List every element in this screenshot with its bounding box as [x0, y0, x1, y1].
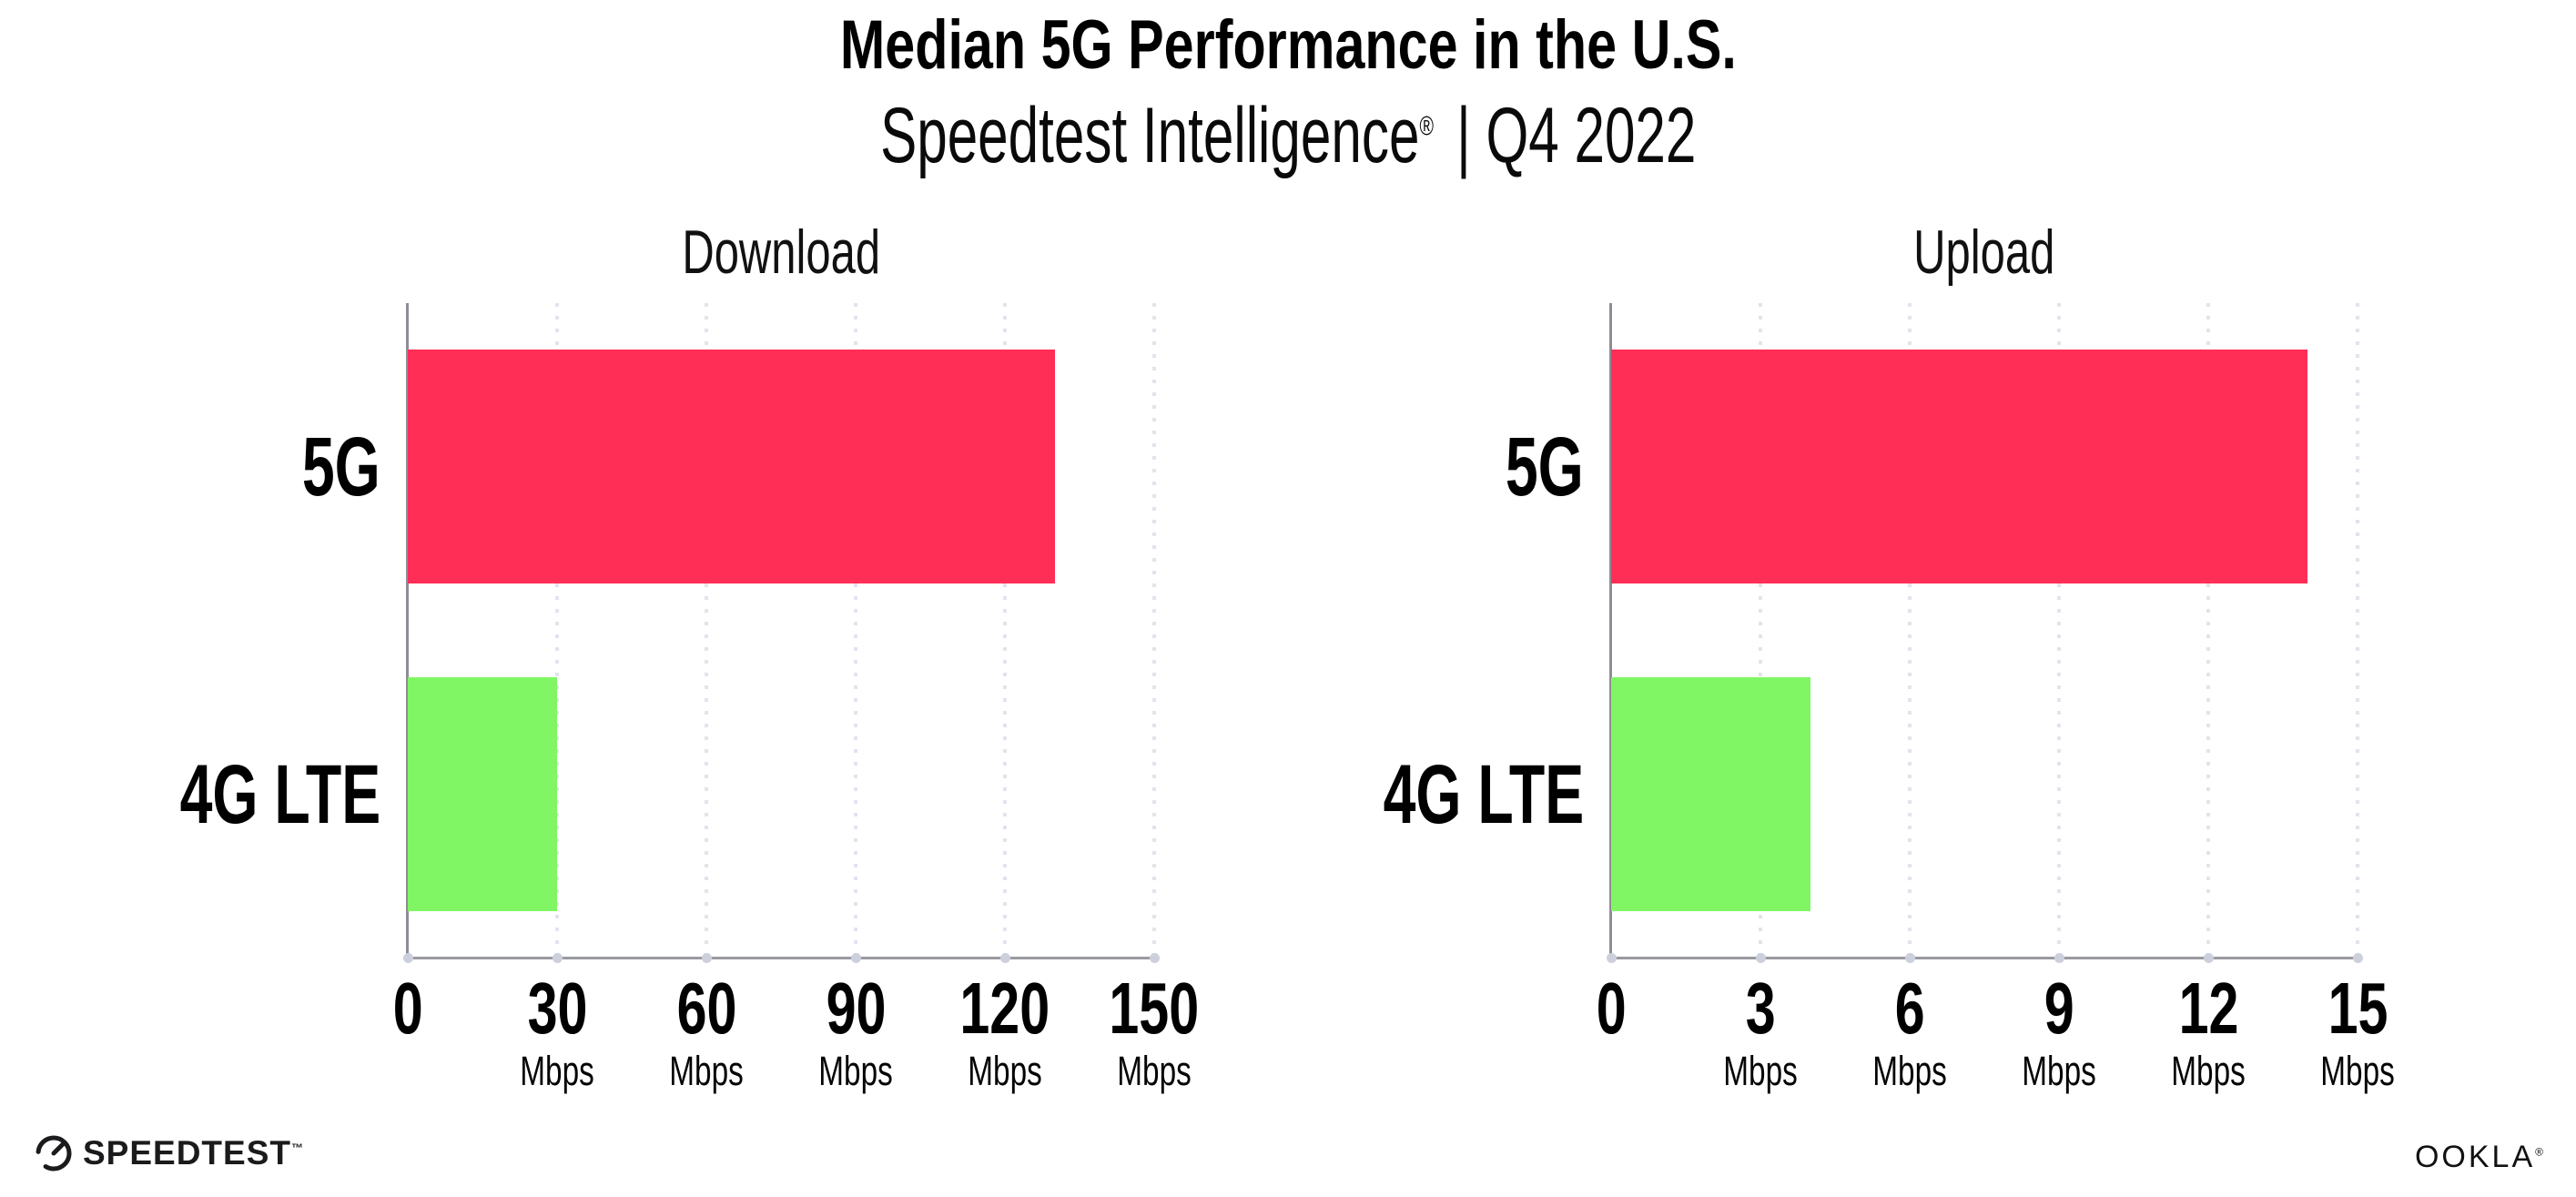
x-tick-unit: Mbps [1723, 1048, 1798, 1094]
chart-download: Download 0 30 Mbps 60 Mbps 90 Mbps 120 Mbps 150 Mb… [179, 218, 1199, 1093]
gridline-90 [854, 303, 857, 958]
x-tick-label-60: 60 Mbps [597, 970, 816, 1094]
x-tick-label-30: 30 Mbps [448, 970, 666, 1094]
x-tick-value: 120 [959, 968, 1050, 1049]
bar-4g-lte [408, 677, 557, 911]
x-tick-unit: Mbps [968, 1048, 1042, 1094]
x-tick-value: 9 [2044, 968, 2074, 1049]
x-tick-label-0: 0 [1502, 970, 1720, 1047]
axis-tick-dot-15 [2352, 953, 2363, 963]
x-axis-line [1609, 957, 2359, 959]
x-tick-label-15: 15 Mbps [2248, 970, 2467, 1094]
category-label-4g-lte: 4G LTE [1383, 747, 1584, 841]
speedtest-logo: SPEEDTEST™ [35, 1134, 304, 1172]
gridline-15 [2356, 303, 2359, 958]
x-tick-label-3: 3 Mbps [1651, 970, 1870, 1094]
category-label-5g: 5G [302, 420, 380, 513]
y-axis-line [406, 303, 409, 958]
x-tick-value: 12 [2178, 968, 2238, 1049]
x-tick-label-150: 150 Mbps [1045, 970, 1263, 1094]
axis-tick-dot-6 [1904, 953, 1915, 963]
x-tick-value: 60 [676, 968, 736, 1049]
x-tick-label-12: 12 Mbps [2099, 970, 2317, 1094]
bar-5g [408, 350, 1055, 583]
x-axis-line [406, 957, 1156, 959]
x-tick-value: 30 [527, 968, 587, 1049]
gridline-60 [705, 303, 708, 958]
ookla-logo-text: OOKLA [2414, 1140, 2536, 1174]
x-tick-label-90: 90 Mbps [746, 970, 965, 1094]
x-tick-unit: Mbps [2320, 1048, 2395, 1094]
axis-tick-dot-0 [402, 953, 413, 963]
registered-mark: ® [1419, 111, 1434, 142]
gridline-150 [1152, 303, 1156, 958]
x-tick-label-0: 0 [299, 970, 517, 1047]
x-tick-unit: Mbps [669, 1048, 744, 1094]
speedtest-logo-text: SPEEDTEST™ [83, 1134, 304, 1172]
x-tick-value: 3 [1745, 968, 1776, 1049]
chart-title-upload: Upload [1913, 218, 2055, 287]
x-tick-unit: Mbps [818, 1048, 893, 1094]
speedtest-gauge-icon [35, 1135, 72, 1172]
category-label-4g-lte: 4G LTE [179, 747, 380, 841]
chart-title-download: Download [682, 218, 880, 287]
subtitle-period: | Q4 2022 [1455, 92, 1697, 179]
gridline-6 [1908, 303, 1912, 958]
x-tick-value: 0 [1596, 968, 1627, 1049]
x-tick-unit: Mbps [1872, 1048, 1947, 1094]
page-title: Median 5G Performance in the U.S. [0, 9, 2576, 82]
chart-upload: Upload 0 3 Mbps 6 Mbps 9 Mbps 12 Mbps 15 Mbps 5G 4G … [1383, 218, 2394, 1093]
axis-tick-dot-60 [701, 953, 712, 963]
axis-tick-dot-150 [1149, 953, 1160, 963]
x-tick-value: 0 [392, 968, 423, 1049]
x-tick-label-120: 120 Mbps [896, 970, 1114, 1094]
y-axis-line [1609, 303, 1612, 958]
ookla-logo: OOKLA® [2415, 1140, 2543, 1175]
gridline-12 [2206, 303, 2210, 958]
x-tick-label-6: 6 Mbps [1800, 970, 2019, 1094]
gridline-9 [2057, 303, 2061, 958]
bar-5g [1611, 350, 2308, 583]
x-tick-value: 6 [1894, 968, 1925, 1049]
gridline-120 [1003, 303, 1007, 958]
x-tick-value: 90 [826, 968, 886, 1049]
page-subtitle: Speedtest Intelligence® | Q4 2022 [0, 95, 2576, 177]
x-tick-unit: Mbps [1117, 1048, 1192, 1094]
axis-tick-dot-12 [2203, 953, 2214, 963]
x-tick-value: 15 [2328, 968, 2388, 1049]
x-tick-unit: Mbps [2022, 1048, 2096, 1094]
bar-4g-lte [1611, 677, 1810, 911]
x-tick-value: 150 [1109, 968, 1200, 1049]
gridline-30 [555, 303, 559, 958]
category-label-5g: 5G [1506, 420, 1584, 513]
x-tick-label-9: 9 Mbps [1950, 970, 2168, 1094]
page-title-text: Median 5G Performance in the U.S. [839, 6, 1737, 84]
axis-tick-dot-90 [850, 953, 861, 963]
gridline-3 [1759, 303, 1762, 958]
registered-mark: ® [2535, 1145, 2543, 1159]
trademark-mark: ™ [291, 1141, 304, 1155]
x-tick-unit: Mbps [2171, 1048, 2246, 1094]
subtitle-brand: Speedtest Intelligence [879, 92, 1420, 179]
axis-tick-dot-120 [999, 953, 1010, 963]
axis-tick-dot-3 [1755, 953, 1766, 963]
axis-tick-dot-30 [552, 953, 563, 963]
page-subtitle-text: Speedtest Intelligence® | Q4 2022 [880, 95, 1696, 177]
axis-tick-dot-0 [1606, 953, 1617, 963]
x-tick-unit: Mbps [520, 1048, 594, 1094]
axis-tick-dot-9 [2054, 953, 2064, 963]
